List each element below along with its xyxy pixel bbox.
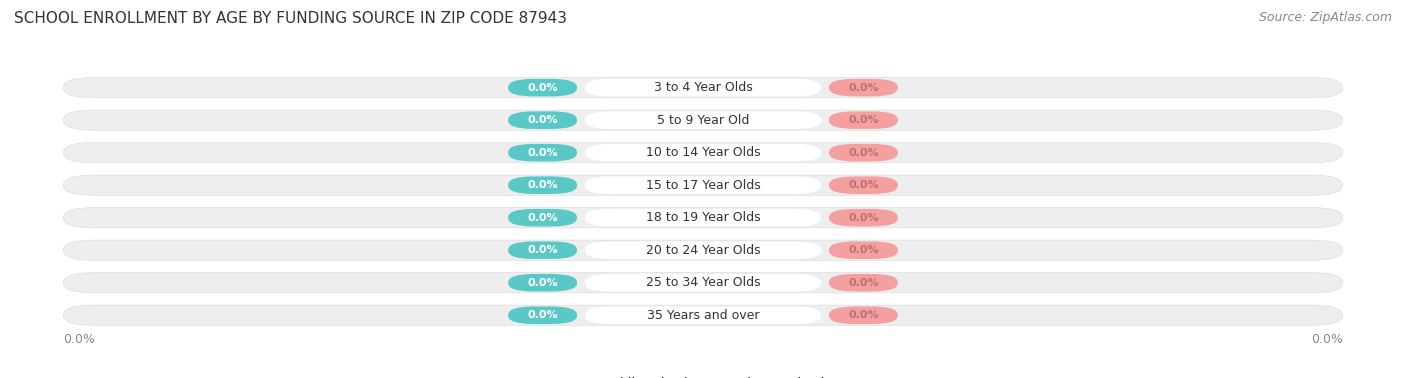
Text: 0.0%: 0.0% — [848, 148, 879, 158]
Text: 0.0%: 0.0% — [527, 148, 558, 158]
FancyBboxPatch shape — [830, 177, 898, 194]
FancyBboxPatch shape — [63, 143, 1343, 163]
Text: 0.0%: 0.0% — [848, 180, 879, 190]
FancyBboxPatch shape — [508, 242, 576, 259]
FancyBboxPatch shape — [830, 209, 898, 226]
FancyBboxPatch shape — [585, 79, 821, 96]
Text: 0.0%: 0.0% — [848, 310, 879, 320]
FancyBboxPatch shape — [63, 208, 1343, 228]
FancyBboxPatch shape — [508, 177, 576, 194]
FancyBboxPatch shape — [508, 274, 576, 291]
Text: 15 to 17 Year Olds: 15 to 17 Year Olds — [645, 179, 761, 192]
Text: 0.0%: 0.0% — [848, 115, 879, 125]
Text: 0.0%: 0.0% — [527, 83, 558, 93]
FancyBboxPatch shape — [585, 209, 821, 226]
Text: 35 Years and over: 35 Years and over — [647, 309, 759, 322]
Text: 0.0%: 0.0% — [1310, 333, 1343, 346]
Text: 0.0%: 0.0% — [63, 333, 96, 346]
FancyBboxPatch shape — [63, 77, 1343, 98]
FancyBboxPatch shape — [585, 307, 821, 324]
Text: 25 to 34 Year Olds: 25 to 34 Year Olds — [645, 276, 761, 289]
FancyBboxPatch shape — [63, 175, 1343, 195]
FancyBboxPatch shape — [830, 112, 898, 129]
Text: 0.0%: 0.0% — [848, 213, 879, 223]
FancyBboxPatch shape — [585, 274, 821, 291]
FancyBboxPatch shape — [508, 144, 576, 161]
Text: 0.0%: 0.0% — [527, 310, 558, 320]
Text: 0.0%: 0.0% — [848, 278, 879, 288]
FancyBboxPatch shape — [830, 242, 898, 259]
FancyBboxPatch shape — [63, 305, 1343, 325]
Legend: Public School, Private School: Public School, Private School — [582, 377, 824, 378]
FancyBboxPatch shape — [63, 240, 1343, 260]
Text: 0.0%: 0.0% — [848, 83, 879, 93]
FancyBboxPatch shape — [508, 79, 576, 96]
Text: 0.0%: 0.0% — [527, 213, 558, 223]
FancyBboxPatch shape — [585, 177, 821, 194]
FancyBboxPatch shape — [585, 112, 821, 129]
FancyBboxPatch shape — [585, 242, 821, 259]
Text: 0.0%: 0.0% — [527, 278, 558, 288]
FancyBboxPatch shape — [508, 307, 576, 324]
Text: Source: ZipAtlas.com: Source: ZipAtlas.com — [1258, 11, 1392, 24]
FancyBboxPatch shape — [830, 307, 898, 324]
Text: 0.0%: 0.0% — [527, 180, 558, 190]
FancyBboxPatch shape — [830, 144, 898, 161]
Text: SCHOOL ENROLLMENT BY AGE BY FUNDING SOURCE IN ZIP CODE 87943: SCHOOL ENROLLMENT BY AGE BY FUNDING SOUR… — [14, 11, 567, 26]
FancyBboxPatch shape — [830, 79, 898, 96]
FancyBboxPatch shape — [63, 110, 1343, 130]
Text: 20 to 24 Year Olds: 20 to 24 Year Olds — [645, 244, 761, 257]
FancyBboxPatch shape — [508, 112, 576, 129]
Text: 18 to 19 Year Olds: 18 to 19 Year Olds — [645, 211, 761, 224]
FancyBboxPatch shape — [585, 144, 821, 161]
Text: 10 to 14 Year Olds: 10 to 14 Year Olds — [645, 146, 761, 159]
Text: 3 to 4 Year Olds: 3 to 4 Year Olds — [654, 81, 752, 94]
Text: 5 to 9 Year Old: 5 to 9 Year Old — [657, 114, 749, 127]
Text: 0.0%: 0.0% — [527, 115, 558, 125]
FancyBboxPatch shape — [63, 273, 1343, 293]
Text: 0.0%: 0.0% — [527, 245, 558, 255]
FancyBboxPatch shape — [508, 209, 576, 226]
FancyBboxPatch shape — [830, 274, 898, 291]
Text: 0.0%: 0.0% — [848, 245, 879, 255]
